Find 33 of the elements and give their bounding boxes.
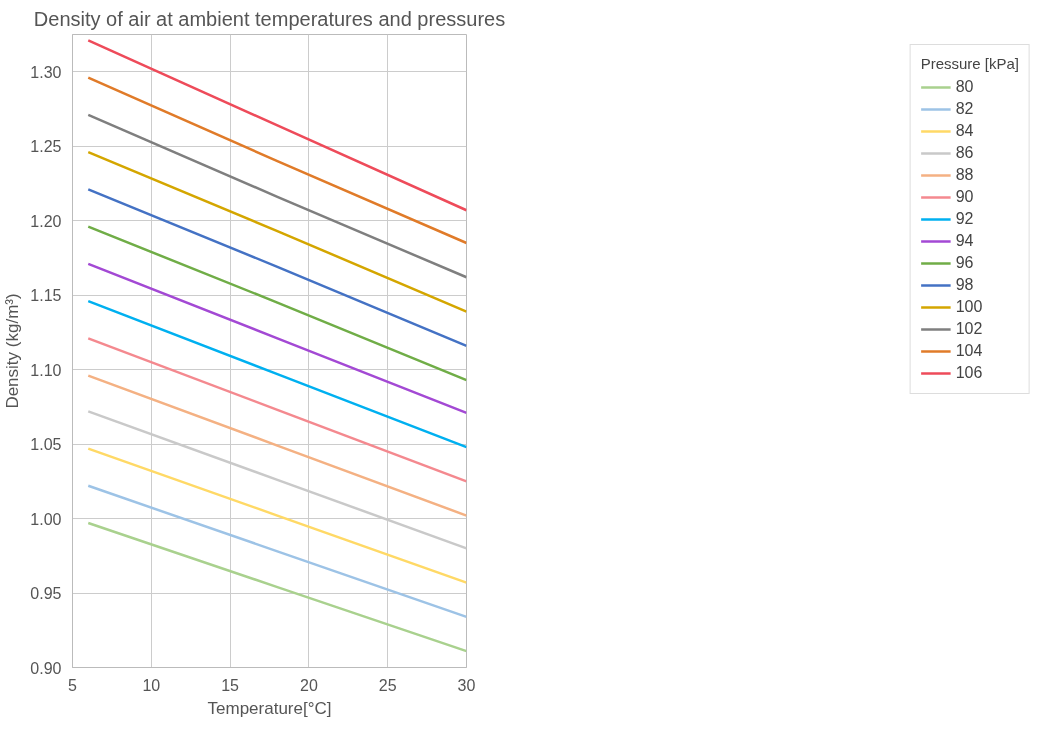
y-tick-label: 1.00 <box>30 510 62 528</box>
legend-label: 106 <box>955 364 983 382</box>
legend-label: 96 <box>955 254 975 272</box>
legend-label: 100 <box>955 298 983 316</box>
legend-label: 104 <box>955 342 983 360</box>
legend-label: 84 <box>955 122 975 140</box>
legend-label: 98 <box>955 276 975 294</box>
legend-label: 94 <box>955 232 975 250</box>
x-tick-label: 15 <box>221 676 240 694</box>
x-tick-label: 25 <box>378 676 397 694</box>
y-axis-title: Density (kg/m³) <box>3 293 23 409</box>
x-tick-label: 30 <box>457 676 476 694</box>
y-tick-label: 1.05 <box>30 436 62 454</box>
y-tick-label: 1.15 <box>30 287 62 305</box>
legend-label: 88 <box>955 166 975 184</box>
y-tick-label: 0.90 <box>30 659 62 677</box>
y-tick-label: 1.30 <box>30 63 62 81</box>
x-tick-label: 20 <box>300 676 318 694</box>
legend-label: 90 <box>955 188 975 206</box>
x-tick-label: 10 <box>142 676 161 694</box>
y-tick-label: 1.10 <box>30 361 62 379</box>
y-tick-label: 0.95 <box>30 585 62 603</box>
legend-label: 86 <box>955 144 975 162</box>
y-tick-label: 1.25 <box>30 138 62 156</box>
chart-title: Density of air at ambient temperatures and pressures <box>33 7 506 30</box>
legend-label: 92 <box>955 210 975 228</box>
legend-label: 82 <box>955 100 975 118</box>
y-tick-label: 1.20 <box>30 212 62 230</box>
legend-label: 80 <box>955 78 975 96</box>
x-tick-label: 5 <box>68 676 78 694</box>
legend-title: Pressure [kPa] <box>920 55 1019 72</box>
x-axis-title: Temperature[°C] <box>207 698 332 718</box>
legend-label: 102 <box>955 320 983 338</box>
